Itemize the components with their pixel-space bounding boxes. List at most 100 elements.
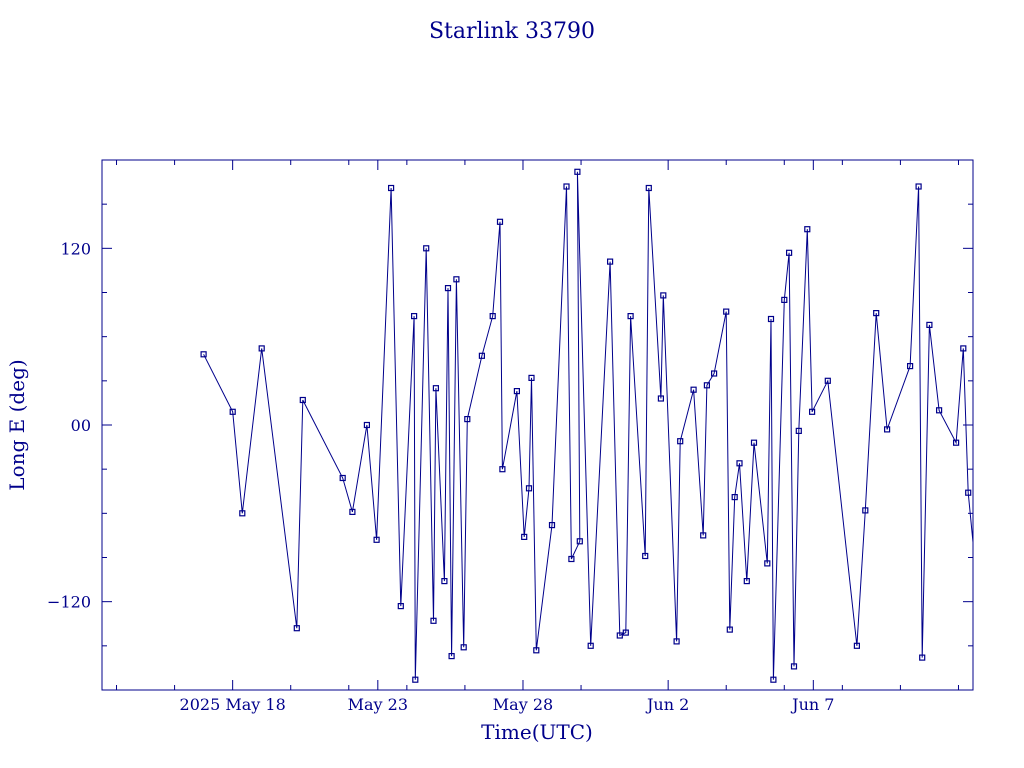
data-point: [548, 521, 556, 529]
data-point: [790, 663, 798, 670]
data-point: [750, 439, 758, 446]
data-point: [448, 652, 455, 660]
data-point: [299, 396, 306, 404]
data-point: [363, 421, 370, 429]
data-point: [587, 642, 594, 649]
data-point: [995, 278, 1000, 283]
data-point: [499, 466, 506, 473]
data-point: [622, 629, 629, 636]
x-tick-label: May 28: [493, 695, 553, 714]
data-point: [824, 377, 831, 384]
data-point: [960, 345, 967, 352]
data-point: [731, 494, 738, 501]
data-point: [808, 408, 816, 415]
data-point: [986, 367, 991, 372]
data-point: [521, 533, 528, 541]
data-point: [795, 427, 802, 434]
data-point: [430, 617, 437, 624]
data-point: [496, 218, 504, 225]
data-point: [690, 386, 697, 393]
series-0: [200, 168, 1024, 683]
data-point: [726, 626, 733, 633]
data-point: [710, 370, 718, 377]
y-tick-label: −120: [47, 593, 91, 612]
data-point: [397, 602, 404, 610]
y-tick-label: 120: [60, 239, 91, 258]
data-point: [919, 654, 926, 661]
data-point: [853, 642, 861, 649]
data-point: [528, 374, 535, 381]
data-point: [764, 560, 771, 567]
data-point: [965, 489, 972, 496]
plot-border: [101, 159, 974, 691]
data-point: [883, 426, 891, 433]
data-point: [723, 308, 730, 315]
data-point: [525, 485, 533, 492]
data-point: [432, 385, 439, 392]
data-point: [677, 438, 684, 445]
y-axis: 120 00 −120: [47, 203, 973, 647]
data-point: [349, 508, 356, 515]
data-point: [563, 183, 570, 190]
data-point: [781, 296, 788, 303]
data-point: [915, 183, 922, 190]
x-tick-label: 2025 May 18: [180, 695, 286, 714]
data-point: [388, 184, 395, 192]
data-point: [412, 676, 419, 683]
data-point: [574, 168, 581, 175]
data-point: [568, 555, 575, 563]
chart-title: Starlink 33790: [429, 19, 595, 44]
data-point: [464, 416, 471, 423]
data-point: [984, 353, 989, 358]
data-point: [642, 552, 649, 560]
series-line: [203, 171, 973, 680]
data-point: [513, 388, 521, 395]
data-point: [239, 510, 246, 517]
data-point: [293, 625, 300, 632]
y-tick-label: 00: [71, 416, 91, 435]
data-point: [703, 382, 711, 389]
series-layer: [200, 168, 1024, 683]
x-tick-label: May 23: [348, 695, 408, 714]
data-point: [804, 226, 811, 233]
data-point: [453, 276, 460, 283]
data-point: [478, 352, 485, 359]
data-point: [743, 577, 750, 585]
data-point: [645, 184, 652, 192]
data-point: [258, 345, 265, 352]
data-point: [660, 292, 667, 299]
data-point: [460, 644, 467, 651]
data-point: [952, 439, 960, 446]
data-point: [339, 474, 346, 482]
data-point: [862, 507, 869, 514]
data-point: [533, 647, 540, 654]
data-point: [229, 408, 236, 415]
data-point: [606, 258, 614, 265]
data-point: [200, 351, 207, 358]
x-tick-label: Jun 2: [645, 695, 689, 714]
data-point: [657, 395, 665, 402]
data-point: [373, 536, 380, 543]
data-point: [1007, 172, 1012, 177]
data-point: [736, 460, 743, 467]
plot-frame: [101, 159, 974, 691]
data-point: [974, 577, 979, 582]
data-point: [627, 313, 634, 320]
data-point: [489, 313, 496, 320]
data-point: [444, 285, 452, 292]
x-axis-label: Time(UTC): [481, 720, 593, 744]
data-point: [441, 577, 448, 585]
data-point: [926, 321, 933, 328]
data-point: [423, 245, 430, 252]
data-point: [700, 532, 707, 539]
data-point: [411, 313, 418, 320]
data-point: [767, 315, 775, 323]
x-tick-label: Jun 7: [790, 695, 834, 714]
data-point: [873, 310, 880, 317]
x-axis: 2025 May 18 May 23 May 28 Jun 2 Jun 7: [116, 160, 959, 714]
data-point: [1019, 509, 1024, 514]
data-point: [906, 363, 914, 370]
data-point: [785, 249, 793, 256]
data-point: [935, 407, 943, 414]
